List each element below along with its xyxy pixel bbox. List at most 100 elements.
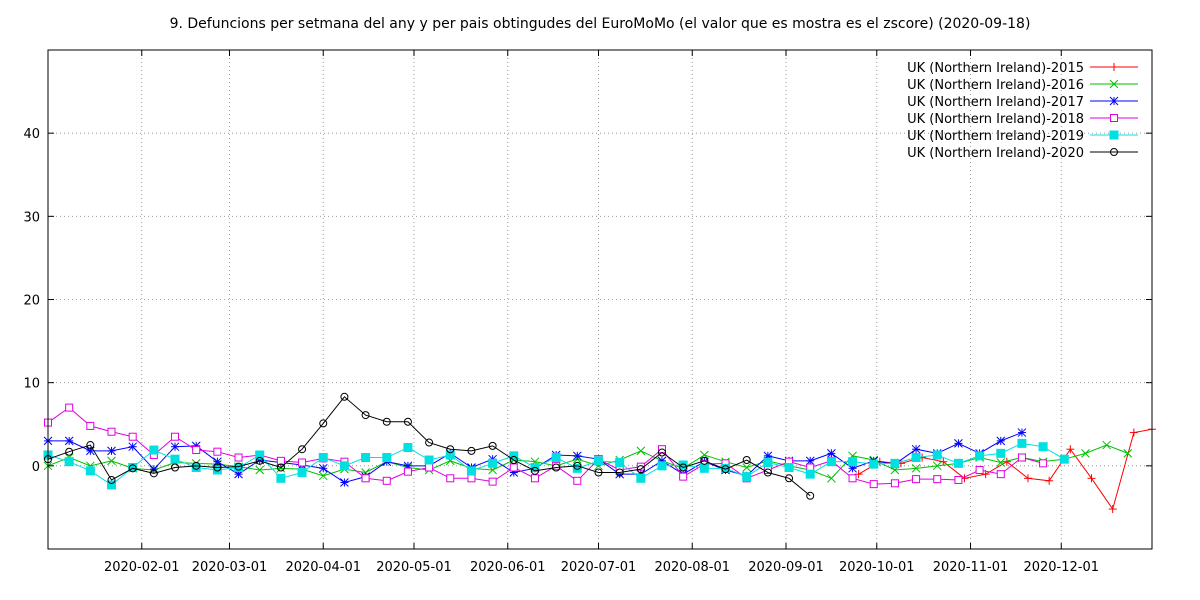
series-line <box>47 444 1128 479</box>
data-point <box>107 427 116 436</box>
data-point <box>1039 459 1048 468</box>
data-point <box>1023 474 1032 483</box>
data-point <box>86 441 95 450</box>
data-point <box>911 444 921 454</box>
data-point <box>65 403 74 412</box>
data-point <box>1066 445 1075 454</box>
data-point <box>854 470 863 479</box>
data-point <box>276 456 285 465</box>
data-point <box>192 461 201 470</box>
chart-title: 9. Defuncions per setmana del any y per … <box>169 16 1031 32</box>
data-point <box>848 457 858 467</box>
data-point <box>382 417 391 426</box>
data-point <box>933 475 942 484</box>
data-point <box>742 463 752 472</box>
data-point <box>785 474 794 483</box>
data-point <box>742 456 751 465</box>
data-point <box>954 475 963 484</box>
data-point <box>509 456 518 465</box>
data-point <box>826 457 836 467</box>
legend-item: UK (Northern Ireland)-2016 <box>907 78 1138 93</box>
data-point <box>65 447 74 456</box>
data-point <box>318 463 328 473</box>
legend-label: UK (Northern Ireland)-2017 <box>907 95 1084 110</box>
data-point <box>128 464 137 473</box>
data-point <box>445 450 455 460</box>
data-point <box>615 458 625 468</box>
data-point <box>700 456 709 465</box>
data-point <box>721 465 730 474</box>
data-point <box>784 462 794 472</box>
data-point <box>107 446 116 456</box>
data-point <box>467 446 476 455</box>
legend-item: UK (Northern Ireland)-2017 <box>907 95 1138 110</box>
data-point <box>107 480 117 490</box>
data-point <box>149 445 159 455</box>
data-point <box>996 448 1006 458</box>
data-point <box>742 472 752 482</box>
x-tick-label: 2020-12-01 <box>1023 560 1099 575</box>
data-point <box>318 471 328 481</box>
series-line <box>47 396 811 497</box>
y-tick-label: 10 <box>23 377 40 392</box>
data-point <box>996 470 1005 479</box>
data-point <box>615 468 624 477</box>
data-point <box>297 467 307 477</box>
x-tick-label: 2020-11-01 <box>933 560 1009 575</box>
y-tick-label: 30 <box>23 210 40 225</box>
data-point <box>149 469 158 478</box>
x-tick-label: 2020-04-01 <box>285 560 361 575</box>
data-point <box>572 463 582 473</box>
data-point <box>107 475 116 484</box>
data-point <box>636 446 646 456</box>
data-point <box>171 463 180 472</box>
y-tick-label: 0 <box>32 460 40 475</box>
data-point <box>1109 130 1119 140</box>
data-point <box>1017 428 1027 437</box>
series-layer <box>43 392 1156 514</box>
data-point <box>551 453 561 463</box>
data-point <box>213 447 222 456</box>
data-point <box>298 445 307 454</box>
data-point <box>1017 453 1026 462</box>
legend-item: UK (Northern Ireland)-2020 <box>907 146 1138 161</box>
data-point <box>975 465 984 474</box>
data-point <box>488 441 497 450</box>
data-point <box>361 453 371 463</box>
data-point <box>1081 449 1090 458</box>
data-point <box>467 474 476 483</box>
data-point <box>1038 442 1048 452</box>
data-point <box>805 469 815 479</box>
data-point <box>763 458 773 468</box>
data-point <box>1087 474 1096 483</box>
data-point <box>636 465 645 474</box>
data-point <box>403 443 413 453</box>
y-tick-label: 40 <box>23 127 40 142</box>
data-point <box>869 480 878 489</box>
data-point <box>827 473 836 483</box>
data-point <box>763 468 772 477</box>
data-point <box>488 458 498 468</box>
data-point <box>255 465 265 475</box>
data-point <box>446 474 455 483</box>
legend-item: UK (Northern Ireland)-2018 <box>907 112 1138 127</box>
data-point <box>594 468 603 477</box>
data-point <box>699 463 709 473</box>
data-point <box>1109 96 1119 106</box>
data-point <box>939 457 948 466</box>
data-point <box>953 458 963 468</box>
x-tick-label: 2020-09-01 <box>748 560 824 575</box>
data-point <box>658 448 667 457</box>
legend-item: UK (Northern Ireland)-2015 <box>907 61 1138 76</box>
x-tick-label: 2020-05-01 <box>376 560 452 575</box>
data-point <box>1108 505 1117 514</box>
data-point <box>636 473 646 483</box>
data-point <box>318 453 328 463</box>
data-point <box>890 458 900 468</box>
data-point <box>107 456 116 466</box>
data-point <box>191 462 201 472</box>
data-point <box>932 450 942 460</box>
data-point <box>425 438 434 447</box>
legend-item: UK (Northern Ireland)-2019 <box>907 129 1138 144</box>
